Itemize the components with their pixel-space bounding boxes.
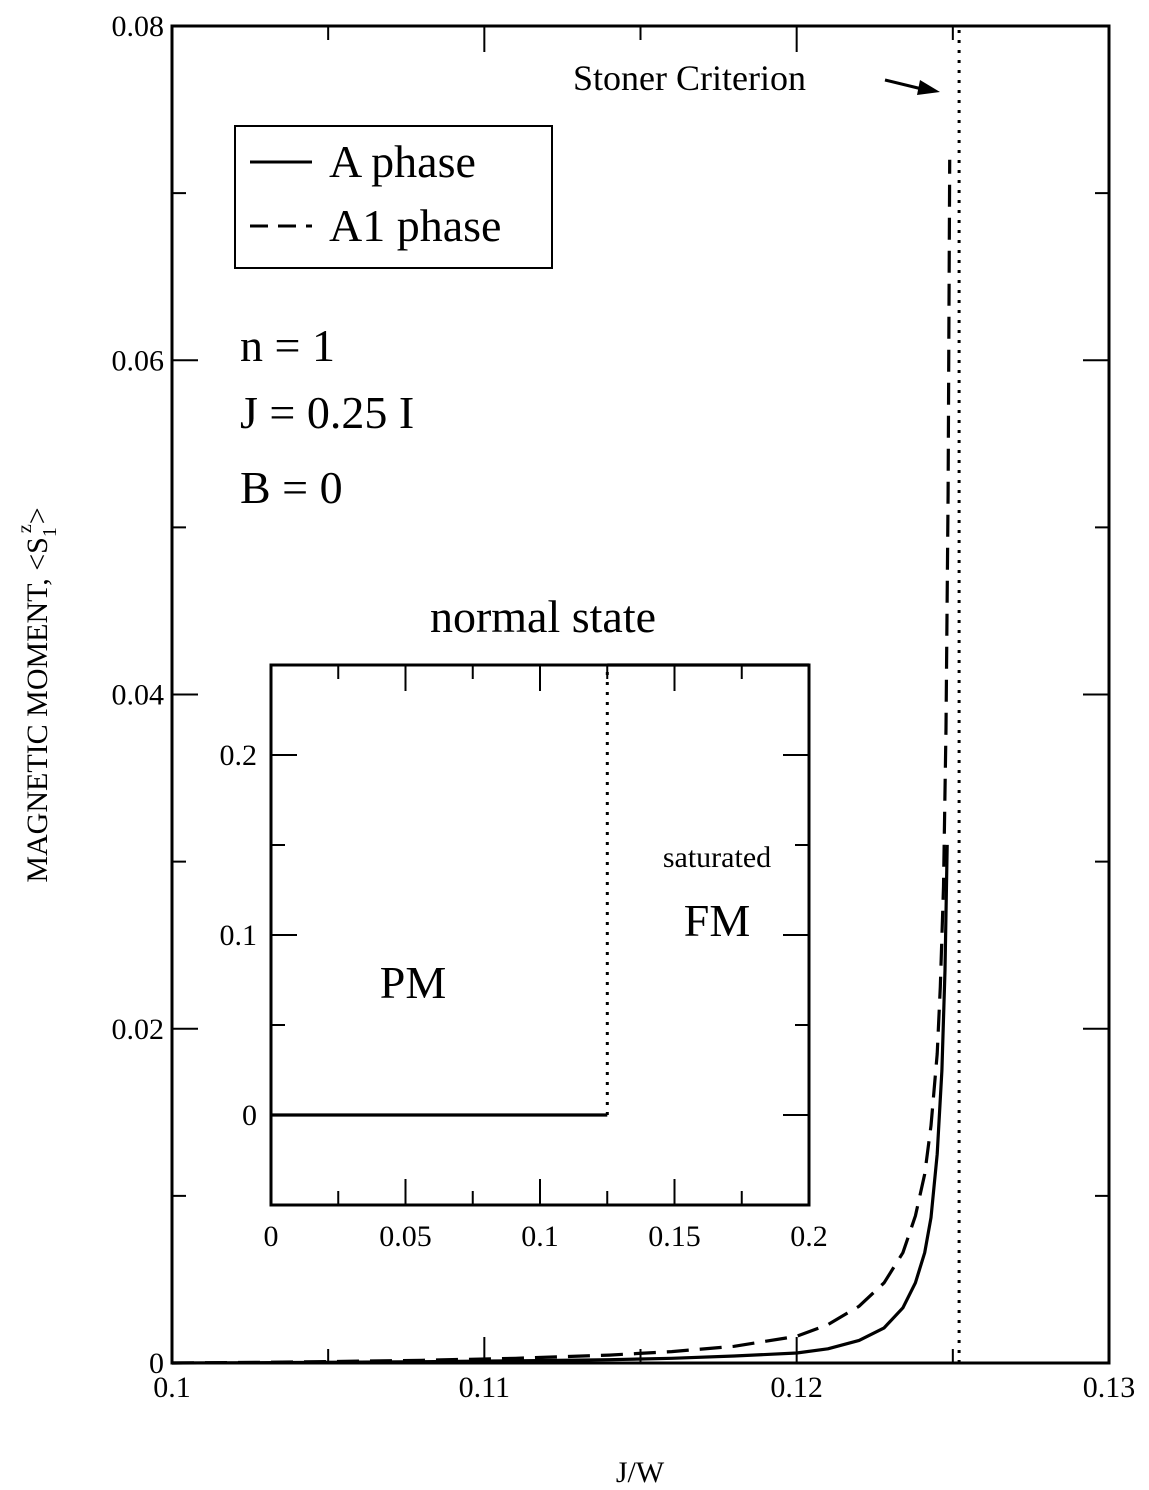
inset-y-tick-label-1: 0.1 — [220, 919, 258, 952]
param-n: n = 1 — [240, 320, 335, 371]
y-axis-title-sub: 1 — [39, 527, 61, 537]
legend-box — [234, 125, 553, 269]
legend: A phase A1 phase — [234, 125, 553, 269]
inset-y-tick-label-0: 0 — [242, 1099, 257, 1132]
main-y-tick-label-2: 0.04 — [112, 679, 165, 712]
inset-x-tick-label-3: 0.15 — [648, 1220, 701, 1253]
legend-label-a1-phase: A1 phase — [329, 200, 501, 251]
param-b: B = 0 — [240, 462, 343, 513]
inset-x-tick-label-0: 0 — [264, 1220, 279, 1253]
y-axis-title: MAGNETIC MOMENT, <S1z> — [14, 507, 61, 882]
inset-label-saturated: saturated — [663, 841, 771, 874]
main-x-tick-label-3: 0.13 — [1083, 1371, 1136, 1404]
inset-x-tick-label-4: 0.2 — [790, 1220, 828, 1253]
inset-title: normal state — [430, 591, 656, 642]
main-x-tick-label-2: 0.12 — [770, 1371, 823, 1404]
main-y-tick-label-1: 0.02 — [112, 1013, 165, 1046]
inset-x-tick-label-2: 0.1 — [521, 1220, 559, 1253]
stoner-criterion-arrow — [884, 78, 940, 95]
y-axis-title-close: > — [21, 507, 54, 524]
main-y-tick-label-0: 0 — [149, 1347, 164, 1380]
inset-x-tick-label-1: 0.05 — [379, 1220, 432, 1253]
stoner-criterion-label: Stoner Criterion — [573, 58, 806, 98]
param-j: J = 0.25 I — [240, 387, 414, 438]
legend-label-a-phase: A phase — [329, 136, 476, 187]
y-axis-title-main: MAGNETIC MOMENT, <S — [21, 537, 54, 883]
main-x-tick-label-1: 0.11 — [459, 1371, 510, 1404]
main-series-a1-phase — [171, 159, 952, 1365]
main-series-a-phase — [171, 844, 949, 1365]
inset-y-tick-label-2: 0.2 — [220, 739, 258, 772]
main-series — [171, 26, 961, 1365]
x-axis-title: J/W — [616, 1456, 665, 1489]
main-x-tick-label-0: 0.1 — [153, 1371, 191, 1404]
inset-ticks: 0 0.05 0.1 0.15 0.2 0 0.1 0.2 — [220, 665, 828, 1253]
inset-series — [271, 663, 809, 1117]
inset-label-fm: FM — [684, 895, 750, 946]
inset-label-pm: PM — [380, 957, 446, 1008]
main-ticks: 0.1 0.11 0.12 0.13 0 0.02 0.04 0.06 0.08 — [112, 10, 1136, 1404]
y-axis-title-sup: z — [14, 524, 36, 533]
main-y-tick-label-3: 0.06 — [112, 344, 165, 377]
main-y-tick-label-4: 0.08 — [112, 10, 165, 43]
